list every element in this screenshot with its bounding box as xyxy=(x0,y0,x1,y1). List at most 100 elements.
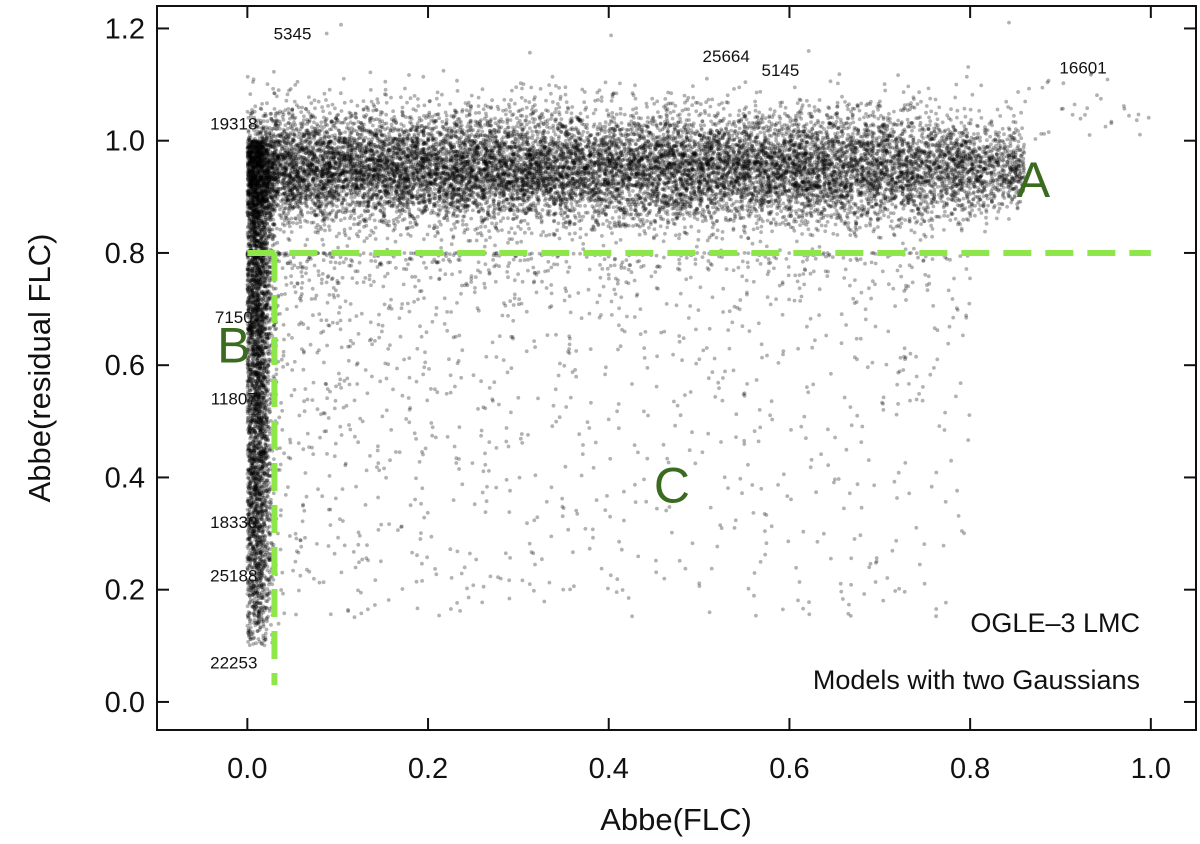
data-point xyxy=(286,107,291,111)
data-point xyxy=(378,153,383,158)
data-point xyxy=(940,181,945,185)
data-point xyxy=(903,218,907,222)
data-point xyxy=(339,218,343,223)
data-point xyxy=(788,146,792,151)
data-point xyxy=(616,182,621,186)
data-point xyxy=(313,106,317,111)
data-point xyxy=(909,228,914,233)
data-point xyxy=(707,113,711,118)
data-point xyxy=(421,148,426,153)
data-point xyxy=(654,122,659,127)
data-point xyxy=(599,140,603,145)
data-point xyxy=(814,226,819,231)
data-point xyxy=(949,107,953,111)
data-point xyxy=(656,110,660,114)
data-point xyxy=(287,149,292,154)
data-point xyxy=(1005,137,1010,142)
data-point xyxy=(725,205,730,210)
data-point xyxy=(604,188,609,192)
data-point xyxy=(772,109,777,114)
data-point xyxy=(247,170,252,174)
data-point xyxy=(698,192,703,197)
data-point xyxy=(415,163,420,167)
data-point xyxy=(319,120,324,125)
data-point xyxy=(324,205,328,209)
data-point xyxy=(699,111,703,116)
data-point xyxy=(665,142,670,147)
data-point xyxy=(557,112,562,117)
data-point xyxy=(876,163,881,168)
data-point xyxy=(544,233,548,238)
data-point xyxy=(350,160,354,165)
data-point xyxy=(881,123,886,128)
data-point xyxy=(959,228,964,233)
data-point xyxy=(687,112,691,117)
data-point xyxy=(508,109,512,114)
data-point xyxy=(713,185,717,189)
data-point xyxy=(857,117,862,122)
data-point xyxy=(342,216,347,221)
data-point xyxy=(334,234,339,239)
data-point xyxy=(910,128,914,133)
data-point xyxy=(283,153,288,158)
data-point xyxy=(392,145,397,150)
data-point xyxy=(408,220,413,225)
data-point xyxy=(463,101,468,105)
data-point xyxy=(372,201,376,206)
data-point xyxy=(772,172,777,177)
data-point xyxy=(355,186,360,191)
data-point xyxy=(599,95,604,100)
data-point xyxy=(618,81,622,86)
data-point xyxy=(275,94,279,99)
data-point xyxy=(245,146,250,151)
data-point xyxy=(506,179,510,184)
data-point xyxy=(546,148,551,153)
data-point xyxy=(633,124,638,129)
data-point xyxy=(585,143,590,148)
data-point xyxy=(416,97,420,101)
data-point xyxy=(716,176,720,181)
data-point xyxy=(321,258,326,263)
data-point xyxy=(817,98,822,102)
data-point xyxy=(565,159,569,164)
data-point xyxy=(482,244,487,249)
data-point xyxy=(272,107,277,111)
data-point xyxy=(658,224,663,229)
data-point xyxy=(965,177,969,182)
data-point xyxy=(428,193,432,197)
data-point xyxy=(732,166,737,171)
data-point xyxy=(284,173,289,177)
data-point xyxy=(528,153,532,158)
data-point xyxy=(249,141,254,146)
data-point xyxy=(293,83,298,87)
data-point xyxy=(469,93,474,98)
data-point xyxy=(306,210,310,215)
data-point xyxy=(435,225,440,230)
data-point xyxy=(558,97,563,101)
data-point xyxy=(581,156,586,161)
data-point xyxy=(652,227,657,232)
data-point xyxy=(276,140,280,144)
data-point xyxy=(271,86,275,91)
data-point xyxy=(805,156,809,160)
data-point xyxy=(416,160,421,165)
data-point xyxy=(725,151,730,155)
data-point xyxy=(389,165,394,170)
data-point xyxy=(818,146,822,151)
data-point xyxy=(562,216,566,221)
data-point xyxy=(500,228,504,233)
data-point xyxy=(370,195,375,200)
data-point xyxy=(412,94,417,98)
data-point xyxy=(332,180,337,185)
data-point xyxy=(513,231,517,236)
data-point xyxy=(621,216,626,220)
data-point xyxy=(928,150,933,155)
data-point xyxy=(835,100,840,105)
data-point xyxy=(476,135,480,140)
data-point xyxy=(827,198,832,203)
data-point xyxy=(645,219,649,223)
data-point xyxy=(509,98,513,102)
data-point xyxy=(694,109,699,114)
data-point xyxy=(630,152,635,157)
